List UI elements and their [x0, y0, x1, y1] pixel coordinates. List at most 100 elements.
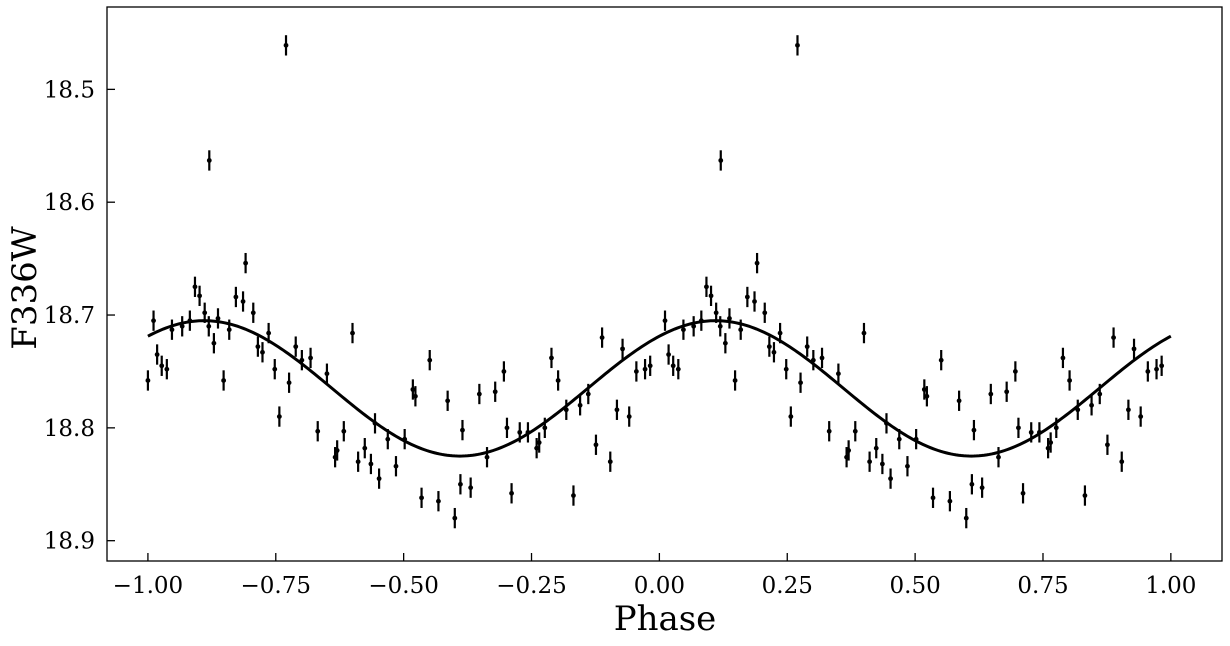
data-point-118	[393, 456, 399, 477]
data-point-36	[888, 468, 893, 489]
data-point-98	[250, 302, 256, 323]
point-marker	[308, 355, 313, 361]
point-marker	[410, 387, 416, 392]
point-marker	[283, 42, 289, 48]
data-point-7	[704, 276, 709, 297]
point-marker	[826, 428, 832, 434]
point-marker	[206, 323, 212, 329]
data-point-103	[276, 406, 282, 427]
point-marker	[727, 316, 732, 321]
data-point-77	[846, 440, 852, 461]
point-marker	[662, 318, 668, 324]
point-marker	[549, 355, 554, 361]
data-point-106	[299, 350, 305, 371]
data-point-156	[536, 432, 542, 453]
point-marker	[996, 454, 1001, 460]
data-point-0	[662, 310, 668, 331]
axes: −1.00 −0.75 −0.50 −0.25 0.00 0.25 0.50 0.75 1.00…	[44, 6, 1223, 599]
data-point-24	[798, 372, 803, 393]
point-marker	[979, 485, 985, 491]
data-point-155	[458, 474, 463, 495]
point-marker	[704, 284, 709, 290]
data-point-25	[804, 336, 810, 357]
data-point-52	[1020, 483, 1026, 504]
data-point-100	[260, 342, 265, 363]
point-marker	[206, 158, 212, 163]
point-marker	[599, 335, 605, 340]
data-point-83	[164, 359, 170, 380]
data-point-72	[718, 150, 724, 171]
data-point-3	[675, 359, 681, 380]
point-marker	[215, 316, 221, 321]
point-marker	[145, 378, 151, 383]
data-point-102	[272, 359, 278, 380]
point-marker	[879, 461, 885, 467]
y-tick-label: 18.5	[44, 77, 95, 103]
data-point-65	[1119, 451, 1125, 472]
point-marker	[988, 391, 994, 397]
point-marker	[452, 515, 458, 521]
point-marker	[362, 445, 368, 451]
point-marker	[226, 327, 232, 333]
data-point-69	[1145, 361, 1151, 382]
data-point-67	[1131, 338, 1137, 360]
point-marker	[861, 330, 867, 336]
point-marker	[243, 260, 249, 266]
data-point-51	[1012, 361, 1018, 382]
data-point-34	[873, 438, 879, 459]
point-marker	[534, 445, 540, 451]
point-marker	[476, 391, 482, 397]
point-marker	[211, 340, 217, 346]
point-marker	[675, 366, 681, 372]
data-point-60	[1082, 485, 1088, 506]
data-point-152	[206, 150, 212, 171]
point-marker	[1159, 363, 1165, 369]
data-point-44	[956, 390, 962, 411]
data-point-66	[1126, 399, 1131, 420]
point-marker	[233, 294, 239, 300]
data-point-135	[534, 438, 540, 459]
x-tick-label: 0.00	[634, 573, 685, 599]
point-marker	[905, 463, 910, 469]
data-point-16	[752, 291, 757, 312]
x-tick-label: −0.75	[241, 573, 311, 599]
point-marker	[938, 357, 944, 363]
data-point-93	[221, 370, 227, 391]
data-point-157	[334, 440, 340, 461]
point-marker	[504, 425, 510, 431]
x-axis-label: Phase	[614, 599, 717, 639]
data-point-87	[192, 276, 198, 297]
data-point-11	[722, 333, 728, 354]
data-point-32	[861, 322, 867, 344]
point-marker	[971, 427, 977, 433]
data-point-73	[795, 35, 800, 56]
point-marker	[1045, 445, 1051, 451]
point-marker	[1126, 407, 1131, 413]
data-point-74	[924, 386, 930, 407]
point-marker	[1053, 425, 1059, 431]
data-point-38	[905, 456, 910, 477]
data-point-150	[642, 359, 648, 380]
point-marker	[484, 454, 490, 460]
point-marker	[633, 369, 639, 374]
data-point-111	[341, 421, 347, 442]
data-point-26	[810, 350, 816, 371]
data-point-153	[283, 35, 289, 56]
point-marker	[266, 330, 272, 336]
point-marker	[577, 402, 583, 408]
point-marker	[670, 363, 676, 369]
point-marker	[647, 363, 653, 369]
data-point-8	[708, 285, 714, 307]
point-marker	[930, 495, 936, 501]
data-point-2	[670, 355, 676, 376]
point-marker	[1119, 459, 1125, 465]
data-point-71	[1159, 355, 1165, 376]
point-marker	[555, 378, 561, 383]
data-point-15	[744, 286, 750, 308]
data-point-12	[727, 308, 732, 329]
point-marker	[1020, 490, 1026, 496]
data-point-160	[145, 370, 151, 391]
model-fit	[147, 319, 1172, 458]
data-point-43	[947, 491, 953, 512]
point-marker	[924, 393, 930, 399]
